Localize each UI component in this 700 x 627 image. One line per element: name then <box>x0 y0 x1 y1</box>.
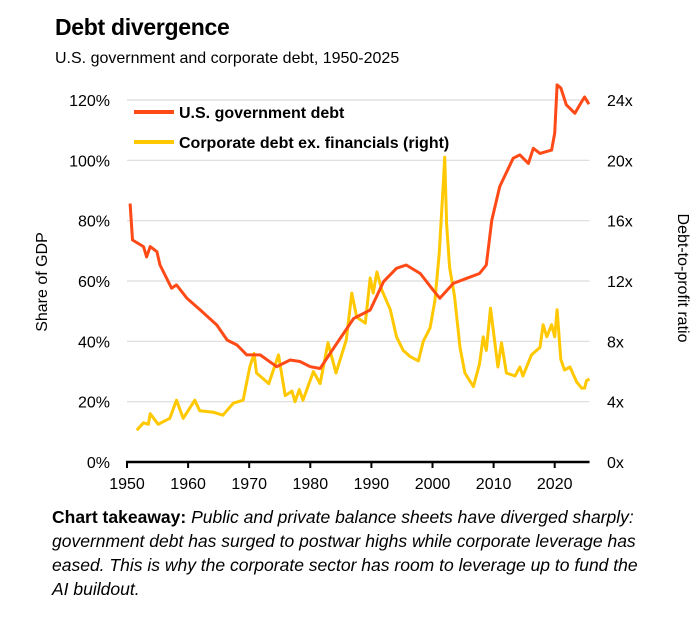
series-line-corporate-debt <box>135 155 591 432</box>
legend-label: Corporate debt ex. financials (right) <box>179 135 449 152</box>
chart-subtitle: U.S. government and corporate debt, 1950… <box>55 50 400 67</box>
y2-tick-label: 16x <box>607 214 633 231</box>
x-tick-label: 1990 <box>354 476 390 493</box>
y-tick-label: 100% <box>69 153 110 170</box>
y2-tick-label: 0x <box>607 455 624 472</box>
y2-tick-label: 20x <box>607 153 633 170</box>
y2-tick-label: 8x <box>607 334 624 351</box>
x-tick-label: 1980 <box>293 476 329 493</box>
y2-tick-label: 4x <box>607 395 624 412</box>
y2-tick-label: 24x <box>607 93 633 110</box>
y-tick-label: 60% <box>78 274 110 291</box>
x-tick-label: 1960 <box>170 476 206 493</box>
y-tick-label: 120% <box>69 93 110 110</box>
y-tick-label: 40% <box>78 334 110 351</box>
x-tick-label: 2000 <box>415 476 451 493</box>
y-tick-label: 20% <box>78 395 110 412</box>
takeaway-text: Public and private balance sheets have d… <box>52 507 638 599</box>
x-tick-label: 1950 <box>109 476 145 493</box>
x-tick-label: 2020 <box>537 476 573 493</box>
x-tick-label: 1970 <box>231 476 267 493</box>
y-tick-label: 0% <box>87 455 110 472</box>
y2-axis-title: Debt-to-profit ratio <box>674 214 691 343</box>
y2-tick-label: 12x <box>607 274 633 291</box>
x-tick-label: 2010 <box>476 476 512 493</box>
chart-title: Debt divergence <box>55 14 230 40</box>
series-line-government-debt <box>128 83 591 370</box>
y-tick-label: 80% <box>78 214 110 231</box>
chart-takeaway: Chart takeaway: Public and private balan… <box>52 505 652 601</box>
legend-label: U.S. government debt <box>179 105 345 122</box>
y-axis-title: Share of GDP <box>34 232 51 332</box>
takeaway-label: Chart takeaway: <box>52 507 187 527</box>
